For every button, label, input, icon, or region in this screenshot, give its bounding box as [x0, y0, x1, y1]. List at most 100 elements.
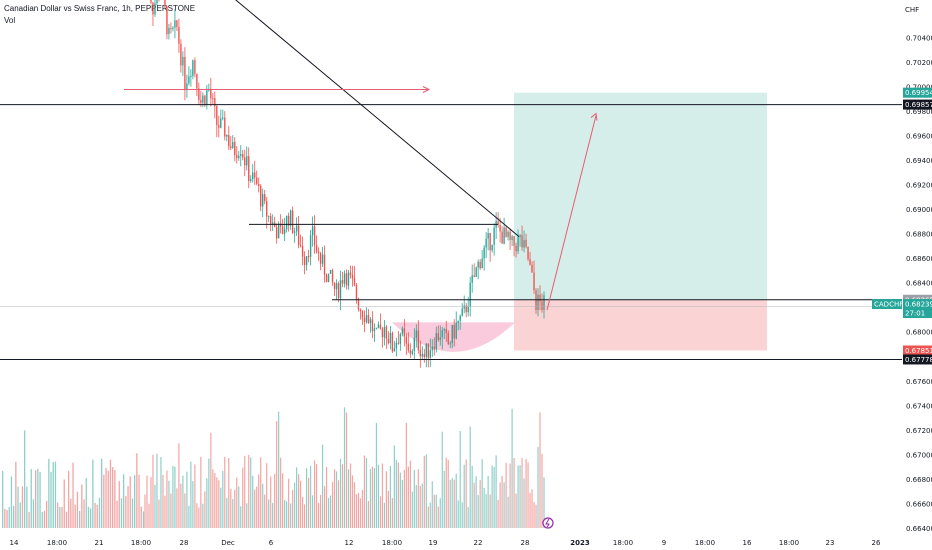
volume-bar — [98, 497, 101, 528]
volume-bar — [85, 477, 87, 528]
candle-body — [194, 60, 196, 74]
candle-body — [327, 273, 330, 283]
volume-bar — [433, 494, 435, 528]
volume-bar — [2, 470, 4, 528]
volume-bar — [214, 473, 216, 528]
volume-bar — [140, 506, 142, 528]
x-tick-label: 18:00 — [382, 539, 402, 547]
candle-body — [515, 245, 517, 252]
volume-bar — [105, 468, 107, 528]
volume-bar — [411, 491, 413, 528]
volume-bar — [351, 475, 354, 528]
volume-bar — [15, 461, 17, 528]
candle-body — [367, 315, 370, 324]
volume-bar — [198, 507, 200, 528]
volume-bar — [461, 502, 463, 528]
volume-bar — [274, 473, 276, 528]
volume-bar — [341, 464, 344, 528]
candle-body — [341, 280, 344, 284]
volume-bar — [148, 503, 150, 528]
candle-body — [477, 261, 479, 268]
volume-bar — [54, 461, 57, 528]
volume-bar — [136, 453, 138, 528]
price-tags: 0.699540.698570.68265CADCHF0.6823927:010… — [542, 87, 932, 529]
volume-bar — [325, 466, 328, 528]
candle-body — [198, 88, 200, 100]
alert-icon — [542, 517, 554, 529]
volume-bar — [21, 486, 24, 528]
x-tick-label: 28 — [521, 539, 530, 547]
volume-bar — [103, 474, 105, 528]
candle-body — [361, 311, 364, 318]
candle-body — [184, 56, 186, 90]
candle-body — [313, 226, 316, 246]
candle-body — [216, 106, 218, 126]
volume-bar — [292, 489, 294, 528]
candle-body — [527, 246, 529, 260]
candle-body — [210, 88, 212, 99]
volume-bar — [260, 457, 262, 528]
volume-bar — [224, 456, 226, 528]
candle-body — [449, 343, 451, 345]
volume-bar — [519, 465, 521, 528]
volume-bar — [495, 455, 497, 528]
volume-bar — [507, 496, 509, 528]
volume-bar — [487, 476, 489, 528]
candle-body — [503, 227, 505, 244]
candle-body — [190, 75, 192, 77]
volume-bar — [17, 486, 19, 528]
candle-body — [337, 283, 340, 299]
candle-body — [457, 320, 459, 323]
volume-bar — [529, 493, 531, 528]
volume-bar — [39, 472, 41, 528]
volume-bar — [373, 468, 376, 528]
x-tick-label: 2023 — [570, 539, 590, 547]
candle-body — [262, 194, 264, 207]
candle-body — [475, 267, 477, 277]
candle-body — [485, 238, 487, 248]
volume-bar — [76, 491, 79, 528]
volume-bar — [242, 467, 244, 528]
candle-body — [152, 2, 154, 15]
volume-bar — [543, 477, 545, 528]
volume-bar — [266, 463, 268, 528]
volume-bar — [278, 411, 280, 528]
line-tag-bottom: 0.67778 — [905, 356, 932, 364]
volume-bar — [304, 504, 306, 528]
volume-bar — [218, 480, 220, 528]
candle-body — [523, 239, 525, 248]
candle-body — [417, 330, 420, 350]
candle-body — [178, 26, 180, 44]
volume-bar — [127, 486, 129, 528]
candle-body — [439, 337, 441, 341]
volume-bar — [125, 496, 127, 528]
ticker-tag-bg — [872, 299, 902, 310]
candle-body — [405, 336, 408, 344]
candle-body — [493, 227, 495, 245]
volume-bar — [333, 469, 336, 528]
candle-body — [150, 0, 152, 3]
volume-bar — [335, 471, 338, 528]
volume-bar — [393, 445, 395, 528]
candle-body — [469, 282, 471, 307]
candle-body — [206, 90, 208, 105]
stop-tag-bg — [903, 345, 932, 356]
candle-body — [301, 246, 304, 257]
volume-bar — [83, 499, 85, 528]
candle-body — [509, 231, 511, 241]
volume-bar — [443, 470, 445, 528]
volume-bar — [457, 500, 459, 528]
volume-label: Vol — [4, 16, 16, 25]
candle-body — [323, 254, 326, 275]
volume-bar — [377, 464, 380, 528]
volume-bar — [367, 501, 370, 528]
candle-body — [505, 227, 507, 237]
volume-bar — [290, 503, 292, 528]
volume-bar — [226, 497, 228, 528]
x-tick-label: 26 — [872, 539, 881, 547]
line-tag-bottom-bg — [903, 354, 932, 365]
volume-bar — [186, 471, 188, 528]
